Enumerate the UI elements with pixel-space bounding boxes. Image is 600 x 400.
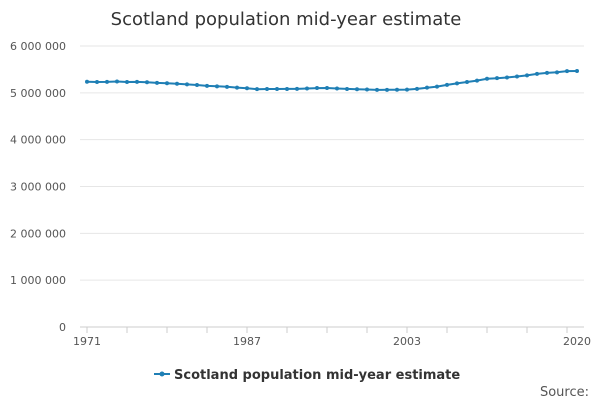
data-point[interactable] xyxy=(365,87,369,92)
data-point[interactable] xyxy=(515,74,519,79)
y-tick-label: 4 000 000 xyxy=(10,134,66,147)
series xyxy=(85,69,579,92)
data-point[interactable] xyxy=(345,86,349,91)
data-point[interactable] xyxy=(225,84,229,89)
y-tick-label: 0 xyxy=(59,321,66,334)
data-point[interactable] xyxy=(195,83,199,88)
legend[interactable]: Scotland population mid-year estimate xyxy=(154,368,460,383)
legend-series-marker xyxy=(159,371,165,377)
data-point[interactable] xyxy=(385,87,389,92)
data-point[interactable] xyxy=(175,81,179,86)
chart-title: Scotland population mid-year estimate xyxy=(111,9,462,30)
data-point[interactable] xyxy=(115,79,119,84)
series-line xyxy=(86,70,578,91)
data-point[interactable] xyxy=(85,79,89,84)
data-point[interactable] xyxy=(465,80,469,85)
data-point[interactable] xyxy=(95,80,99,85)
data-point[interactable] xyxy=(375,87,379,92)
y-tick-label: 6 000 000 xyxy=(10,40,66,53)
data-point[interactable] xyxy=(575,69,579,74)
data-point[interactable] xyxy=(495,76,499,81)
data-point[interactable] xyxy=(205,83,209,88)
data-point[interactable] xyxy=(485,76,489,81)
x-tick-label: 2020 xyxy=(563,335,591,348)
data-point[interactable] xyxy=(555,70,559,75)
data-point[interactable] xyxy=(525,73,529,78)
y-tick-label: 2 000 000 xyxy=(10,227,66,240)
data-point[interactable] xyxy=(165,81,169,86)
y-tick-label: 5 000 000 xyxy=(10,87,66,100)
x-axis: 1971 1987 2003 2020 xyxy=(73,326,591,348)
data-point[interactable] xyxy=(215,84,219,89)
data-point[interactable] xyxy=(285,86,289,91)
source-label: Source: xyxy=(540,385,589,400)
y-tick-label: 3 000 000 xyxy=(10,181,66,194)
data-point[interactable] xyxy=(545,70,549,75)
data-point[interactable] xyxy=(265,87,269,92)
data-point[interactable] xyxy=(395,87,399,92)
data-point[interactable] xyxy=(415,86,419,91)
data-point[interactable] xyxy=(295,86,299,91)
data-point[interactable] xyxy=(455,81,459,86)
data-point[interactable] xyxy=(535,71,539,76)
legend-label: Scotland population mid-year estimate xyxy=(174,368,460,383)
data-point[interactable] xyxy=(145,80,149,85)
data-point[interactable] xyxy=(405,87,409,92)
data-point[interactable] xyxy=(105,79,109,84)
data-point[interactable] xyxy=(245,86,249,91)
data-point[interactable] xyxy=(445,82,449,87)
data-point[interactable] xyxy=(335,86,339,91)
data-point[interactable] xyxy=(435,84,439,89)
grid xyxy=(80,45,584,281)
x-tick-label: 1987 xyxy=(233,335,261,348)
data-point[interactable] xyxy=(425,85,429,90)
data-point[interactable] xyxy=(185,82,189,87)
data-point[interactable] xyxy=(325,85,329,90)
data-point[interactable] xyxy=(475,78,479,83)
data-point[interactable] xyxy=(315,86,319,91)
data-point[interactable] xyxy=(235,85,239,90)
x-tick-label: 2003 xyxy=(393,335,421,348)
data-point[interactable] xyxy=(275,87,279,92)
data-point[interactable] xyxy=(155,80,159,85)
data-point[interactable] xyxy=(135,79,139,84)
data-point[interactable] xyxy=(565,69,569,74)
data-point[interactable] xyxy=(255,87,259,92)
data-point[interactable] xyxy=(355,87,359,92)
data-point[interactable] xyxy=(125,79,129,84)
x-tick-label: 1971 xyxy=(73,335,101,348)
data-point[interactable] xyxy=(505,75,509,80)
y-axis-tick-labels: 0 1 000 000 2 000 000 3 000 000 4 000 000 5 0… xyxy=(10,40,66,334)
data-point[interactable] xyxy=(305,86,309,91)
y-tick-label: 1 000 000 xyxy=(10,274,66,287)
